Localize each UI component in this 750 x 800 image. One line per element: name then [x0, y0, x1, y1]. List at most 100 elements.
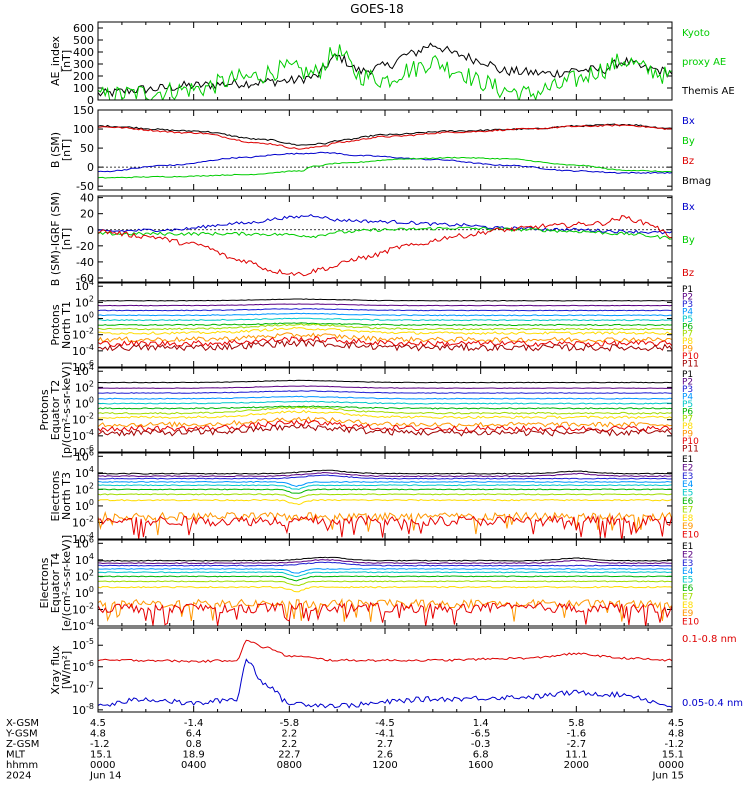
y-tick-label: 50	[80, 142, 94, 155]
xaxis-row-label: Z-GSM	[6, 739, 39, 750]
legend-entry: Kyoto	[682, 28, 710, 39]
y-axis-label-line: North T3	[60, 472, 73, 520]
legend-entry: Themis AE	[681, 86, 735, 97]
y-tick-label: -40	[76, 256, 94, 269]
y-tick-label: 10-4	[72, 618, 94, 633]
xaxis-row-label: hhmm	[6, 760, 38, 771]
plot-title: GOES-18	[350, 2, 404, 16]
y-tick-label: 10-4	[72, 428, 94, 443]
xaxis-cell: -0.3	[471, 739, 491, 750]
series-line-3	[98, 156, 672, 179]
legend-entry: P10	[682, 352, 699, 362]
channel-line-5	[98, 317, 672, 322]
xaxis-cell: 18.9	[183, 750, 205, 761]
legend-entry: E7	[682, 592, 693, 602]
legend-entry: E4	[682, 480, 694, 490]
y-tick-label: 106	[75, 448, 94, 463]
xaxis-cell: -1.2	[664, 739, 684, 750]
y-tick-label: 10-8	[72, 702, 94, 717]
y-axis-label-line: [nT]	[60, 50, 73, 72]
xaxis-cell: -4.1	[375, 729, 395, 740]
channel-line-11	[98, 423, 672, 437]
panel-frame	[97, 627, 673, 713]
y-axis-label-line: Electrons	[49, 470, 62, 521]
y-tick-label: 100	[75, 585, 94, 600]
y-axis-label-line: B (SM)-IGRF (SM)	[49, 192, 62, 286]
channel-line-3	[98, 561, 672, 567]
channel-line-7	[98, 323, 672, 331]
xaxis-cell: 1.4	[473, 718, 489, 729]
panel-frame	[97, 21, 673, 101]
legend-entry: P10	[682, 437, 699, 447]
channel-line-2	[98, 559, 672, 565]
legend-entry: P7	[682, 330, 693, 340]
channel-line-4	[98, 567, 672, 574]
channel-line-9	[98, 332, 672, 343]
xaxis-cell: -6.5	[471, 729, 491, 740]
xaxis-row-label: 2024	[6, 771, 31, 782]
y-axis-label: B (SM)-IGRF (SM)[nT]	[49, 192, 73, 286]
y-axis-label-line: Protons	[38, 389, 51, 430]
channel-line-10	[98, 601, 672, 626]
y-tick-label: 10-4	[72, 343, 94, 358]
channel-line-10	[98, 336, 672, 348]
plot-area	[98, 298, 672, 352]
channel-line-2	[98, 385, 672, 389]
xaxis-cell: 5.8	[568, 718, 584, 729]
y-axis-label-line: [nT]	[60, 228, 73, 250]
xaxis-cell: 0000	[90, 760, 115, 771]
channel-line-6	[98, 322, 672, 327]
xaxis-cell: 0000	[659, 760, 684, 771]
series-line-1	[98, 124, 672, 150]
y-tick-label: -60	[76, 272, 94, 285]
y-tick-label: 104	[75, 465, 94, 480]
legend-entry: E9	[682, 522, 694, 532]
legend-entry: proxy AE	[682, 57, 726, 68]
legend-entry: E1	[682, 542, 693, 552]
xaxis-cell: 2000	[564, 760, 589, 771]
x-axis-table: X-GSM 4.5 -1.4 -5.8 -4.5 1.4 5.8 4.5 Y-GSM 4.8 6.4…	[5, 718, 684, 782]
y-tick-label: 0	[87, 94, 94, 107]
xaxis-cell: 15.1	[662, 750, 684, 761]
y-tick-label: 100	[75, 498, 94, 513]
channel-line-6	[98, 488, 672, 494]
xaxis-cell: 15.1	[90, 750, 112, 761]
channel-line-1	[98, 379, 672, 384]
y-axis-label: ProtonsNorth T1	[49, 301, 73, 349]
legend-entry: P9	[682, 345, 693, 355]
xaxis-cell: 22.7	[278, 750, 300, 761]
y-axis-label: ProtonsEquator T2[p/(cm²-s-sr-keV)]	[38, 362, 73, 459]
plot-area	[98, 639, 672, 709]
y-tick-label: 100	[75, 396, 94, 411]
legend-entry: E10	[682, 618, 699, 628]
y-axis-label-line: [e/(cm²-s-sr-keV)]	[60, 535, 73, 631]
plot-area	[98, 213, 672, 277]
channel-line-2	[98, 471, 672, 478]
y-tick-label: 10-2	[72, 514, 94, 529]
plot-area	[98, 379, 672, 437]
xaxis-cell: 2.6	[377, 750, 393, 761]
panel-frame	[97, 109, 673, 191]
legend-entry: P5	[682, 315, 693, 325]
y-tick-label: 102	[75, 379, 94, 394]
channel-line-8	[98, 498, 672, 506]
xaxis-row-label: X-GSM	[6, 718, 39, 729]
y-tick-label: 102	[75, 568, 94, 583]
xaxis-cell: 6.8	[473, 750, 489, 761]
xaxis-cell: Jun 14	[89, 771, 122, 782]
y-axis-label-line: [W/m²]	[60, 651, 73, 689]
y-axis-label-line: Equator T4	[49, 553, 62, 613]
series-line-0	[98, 213, 672, 235]
legend-entry: 0.1-0.8 nm	[682, 634, 737, 645]
panel-frame	[97, 282, 673, 368]
channel-line-7	[98, 580, 672, 587]
panel-frame	[97, 452, 673, 540]
panel-ae: 0100200300400500600AE_index[nT]Kyotoprox…	[49, 21, 735, 107]
legend-entry: P6	[682, 407, 693, 417]
series-line-0	[98, 639, 672, 663]
y-tick-label: 10-2	[72, 327, 94, 342]
channel-line-4	[98, 312, 672, 317]
legend-entry: P8	[682, 422, 693, 432]
y-axis-label: B (SM)[nT]	[49, 132, 73, 168]
